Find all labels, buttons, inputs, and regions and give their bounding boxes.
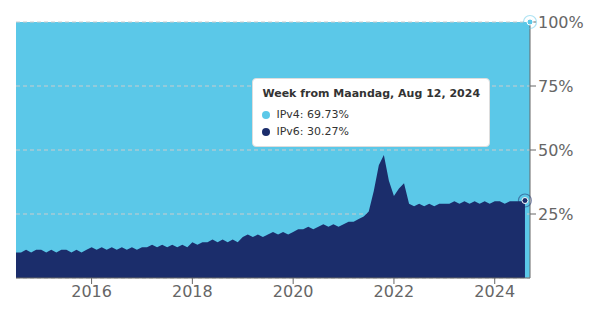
- svg-text:2022: 2022: [374, 282, 415, 301]
- svg-text:2020: 2020: [273, 282, 314, 301]
- svg-text:50%: 50%: [538, 141, 574, 160]
- svg-text:25%: 25%: [538, 205, 574, 224]
- html-text:IPv6: 30.27%: IPv6: 30.27%: [276, 125, 349, 139]
- html-text:IPv4: 69.73%: IPv4: 69.73%: [276, 108, 349, 122]
- html-text:Week from Maandag, Aug 12, 202: Week from Maandag, Aug 12, 2024: [262, 87, 481, 101]
- svg-text:2018: 2018: [172, 282, 213, 301]
- svg-text:100%: 100%: [538, 13, 584, 32]
- svg-text:75%: 75%: [538, 77, 574, 96]
- svg-text:2016: 2016: [71, 282, 112, 301]
- svg-text:2024: 2024: [474, 282, 515, 301]
